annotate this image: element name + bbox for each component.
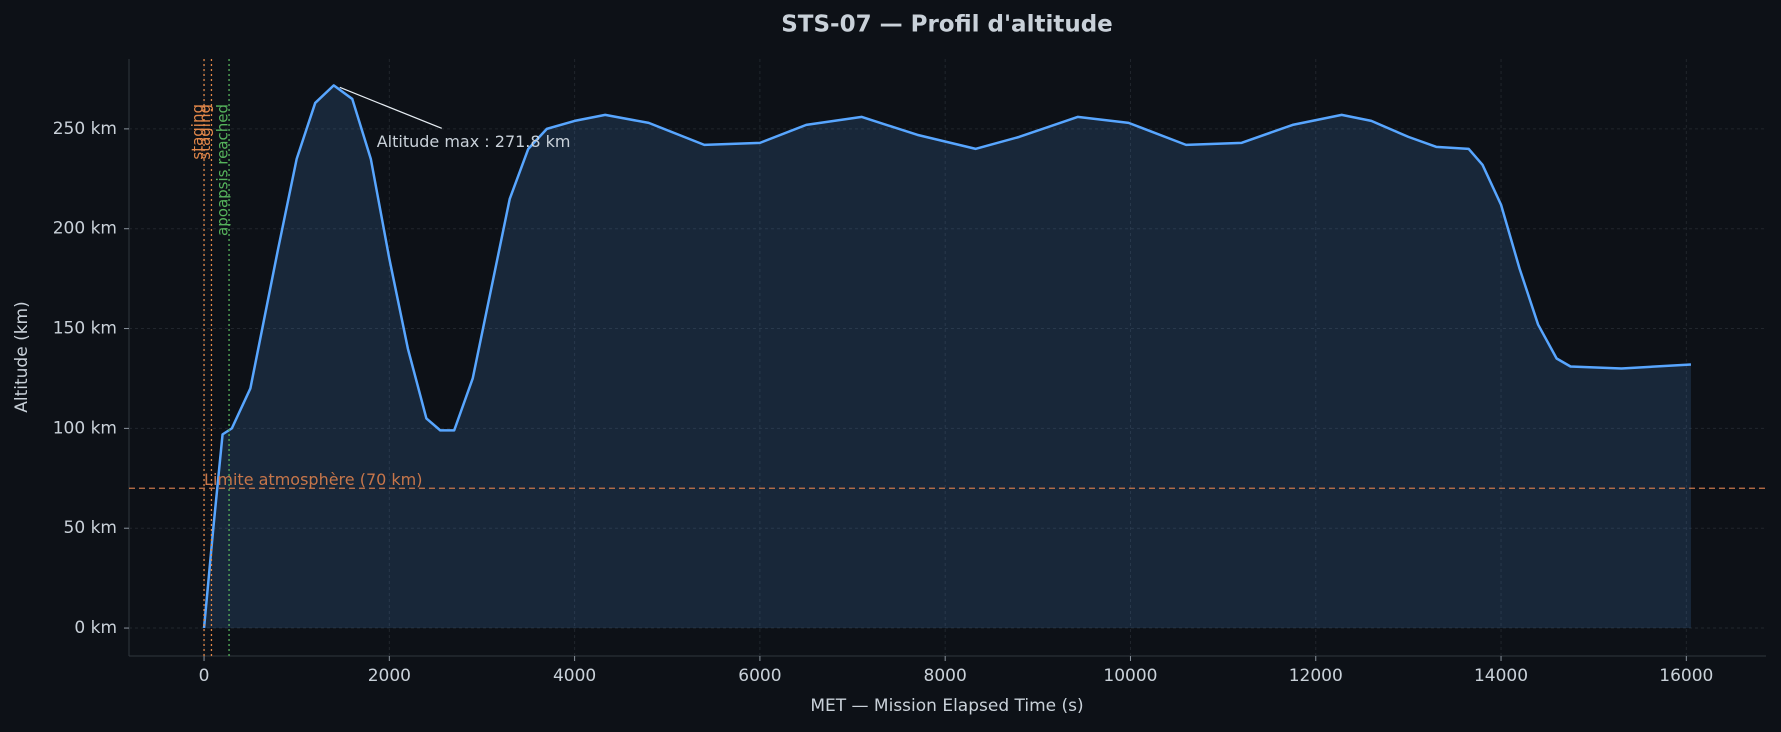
x-tick-label: 14000	[1474, 666, 1528, 686]
x-axis-label: MET — Mission Elapsed Time (s)	[810, 696, 1083, 716]
x-tick-label: 6000	[738, 666, 781, 686]
y-tick-label: 200 km	[53, 219, 117, 239]
y-tick-label: 250 km	[53, 119, 117, 139]
chart-title: STS-07 — Profil d'altitude	[781, 12, 1113, 38]
x-tick-label: 10000	[1103, 666, 1157, 686]
x-tick-label: 2000	[368, 666, 411, 686]
y-tick-label: 150 km	[53, 319, 117, 339]
x-tick-label: 16000	[1659, 666, 1713, 686]
y-tick-label: 0 km	[74, 618, 117, 638]
y-axis-label: Altitude (km)	[12, 301, 32, 413]
x-tick-label: 12000	[1289, 666, 1343, 686]
threshold-label: Limite atmosphère (70 km)	[204, 470, 422, 489]
annotation-arrow	[339, 86, 442, 129]
y-tick-label: 50 km	[64, 518, 117, 538]
line	[202, 84, 1692, 629]
x-tick-label: 8000	[924, 666, 967, 686]
y-tick-label: 100 km	[53, 418, 117, 438]
x-tick-label: 4000	[553, 666, 596, 686]
annotation-label: Altitude max : 271.8 km	[377, 132, 571, 151]
event-label: staging	[189, 104, 207, 160]
event-label: staging	[196, 104, 214, 160]
event-label: apoapsis reached	[214, 104, 232, 236]
x-tick-label: 0	[199, 666, 210, 686]
area	[204, 85, 1691, 629]
